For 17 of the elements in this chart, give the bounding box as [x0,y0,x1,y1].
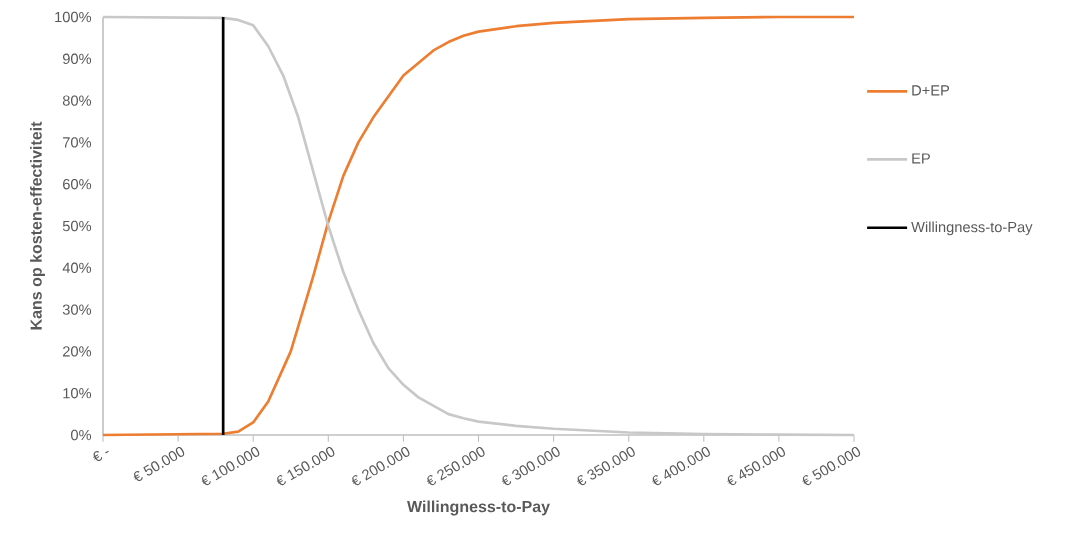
y-tick-label: 0% [70,429,92,441]
y-tick-label: 60% [63,179,92,190]
y-tick-label: 20% [63,346,92,357]
y-tick-label: 100% [55,11,92,23]
x-axis-title: Willingness-to-Pay [407,500,550,516]
y-tick-label: 40% [62,262,92,273]
y-tick-label: 80% [62,95,92,106]
y-tick-label: 90% [62,53,92,64]
legend-label: Willingness-to-Pay [911,221,1033,236]
y-tick-label: 30% [62,304,92,315]
x-tick-label: € - [93,450,109,462]
y-tick-label: 50% [62,220,92,232]
legend-label: EP [912,153,930,164]
y-tick-label: 70% [63,137,92,148]
legend-label: D+EP [912,85,950,96]
y-axis-title: Kans op kosten-effectiviteit [30,121,45,330]
y-tick-label: 10% [63,388,92,399]
